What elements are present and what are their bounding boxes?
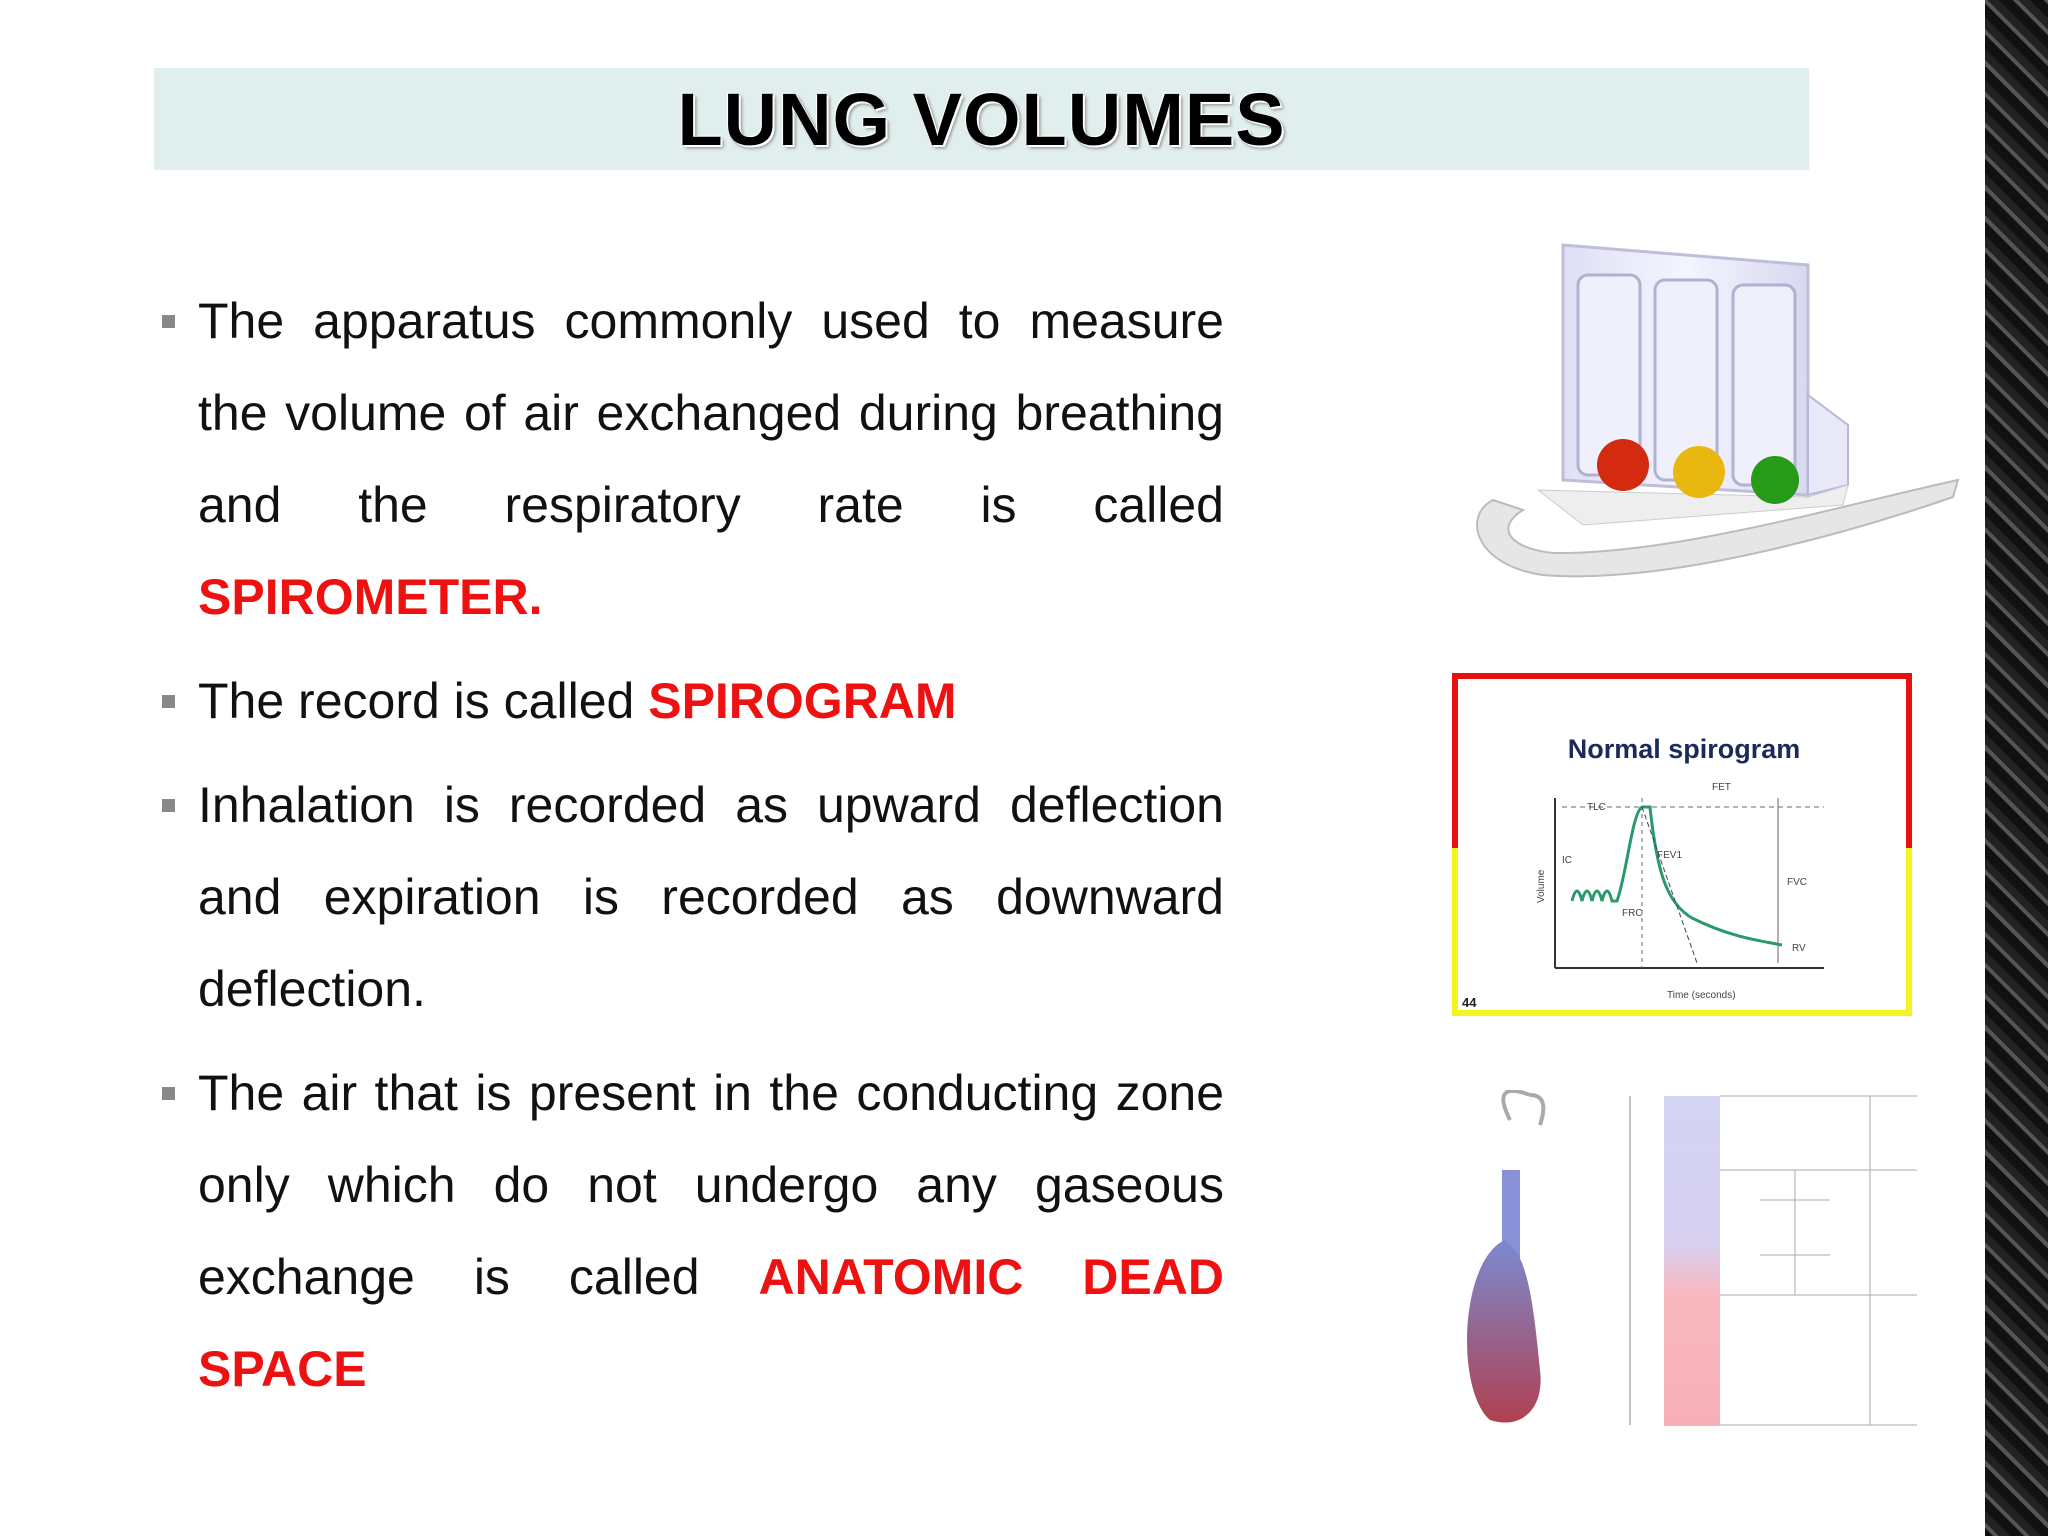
spirogram-label: FET	[1712, 782, 1731, 793]
slide-title: LUNG VOLUMES	[677, 77, 1286, 161]
spirogram-label: FVC	[1787, 877, 1807, 888]
bullet-emphasis: ANATOMIC DEAD SPACE	[198, 1249, 1224, 1397]
dead-space-image	[1467, 1090, 1917, 1426]
title-bar: LUNG VOLUMES	[154, 68, 1809, 170]
spirogram-image: Normal spirogram TLC FET IC FEV1 FVC FRC…	[1452, 673, 1912, 1016]
spirogram-label: Volume	[1536, 869, 1547, 903]
spirogram-label: FEV1	[1657, 850, 1682, 861]
bullet-text: The air that is present in the conductin…	[198, 1065, 1224, 1305]
bullet-emphasis: SPIROGRAM	[648, 673, 957, 729]
bullet-text: The record is called	[198, 673, 635, 729]
bullet-text: The apparatus commonly used to measure t…	[198, 293, 1224, 533]
bullet-list: The apparatus commonly used to measure t…	[160, 275, 1224, 1427]
spirogram-label: FRC	[1622, 908, 1643, 919]
spirogram-label: IC	[1562, 855, 1572, 866]
bullet-item: Inhalation is recorded as upward deflect…	[160, 759, 1224, 1035]
spirogram-label: RV	[1792, 943, 1806, 954]
decorative-strip	[1979, 0, 2048, 1536]
spirogram-title: Normal spirogram	[1568, 734, 1801, 764]
bullet-item: The air that is present in the conductin…	[160, 1047, 1224, 1415]
spirogram-label: TLC	[1587, 802, 1606, 813]
spirogram-label: Time (seconds)	[1667, 990, 1736, 1001]
bullet-item: The record is called SPIROGRAM	[160, 655, 1224, 747]
slide-number: 44	[1462, 995, 1477, 1010]
bullet-emphasis: SPIROMETER.	[198, 569, 543, 625]
bullet-item: The apparatus commonly used to measure t…	[160, 275, 1224, 643]
bullet-text: Inhalation is recorded as upward deflect…	[198, 777, 1224, 1017]
spirometer-image	[1476, 243, 1960, 578]
